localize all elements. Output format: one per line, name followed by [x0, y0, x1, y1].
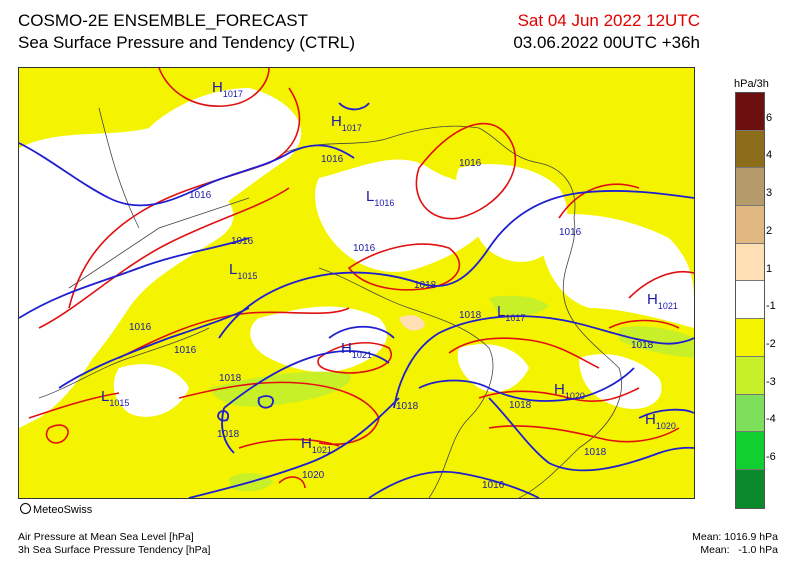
forecast-time: Sat 04 Jun 2022 12UTC 03.06.2022 00UTC +… — [513, 10, 700, 54]
legend-swatch — [736, 432, 764, 470]
legend-swatch — [736, 168, 764, 207]
legend-bar — [735, 92, 765, 509]
isobar-label: 1018 — [459, 310, 482, 321]
tendency-field-white — [250, 306, 388, 373]
pressure-center: H1021 — [301, 435, 332, 455]
pressure-centers: H1017 H1017 L1016 L1015 H1021 L1017 H102… — [101, 79, 678, 455]
isobar-label: 1016 — [231, 236, 254, 247]
legend-swatch — [736, 243, 764, 282]
isobar-label: 1018 — [509, 400, 532, 411]
isobar-label: 1016 — [482, 480, 505, 491]
isobar-labels: 1016 1016 1016 1016 1016 1016 1016 1016 … — [129, 154, 654, 491]
isobar-label: 1018 — [219, 373, 242, 384]
isobar-label: 1018 — [631, 340, 654, 351]
title-line-model: COSMO-2E ENSEMBLE_FORECAST — [18, 11, 309, 30]
isobar-label: 1016 — [174, 345, 197, 356]
weather-map: 1016 1016 1016 1016 1016 1016 1016 1016 … — [18, 67, 695, 499]
legend-swatch — [736, 469, 764, 508]
legend-tick-label: 6 — [766, 111, 773, 124]
country-borders — [38, 107, 622, 498]
legend-swatch — [736, 130, 764, 169]
chart-title: COSMO-2E ENSEMBLE_FORECAST Sea Surface P… — [18, 10, 355, 54]
map-canvas: 1016 1016 1016 1016 1016 1016 1016 1016 … — [19, 68, 694, 498]
legend-tick-label: -6 — [766, 451, 776, 463]
legend-tick-label: -1 — [766, 300, 776, 313]
isobar-label: 1018 — [414, 280, 437, 291]
credit-text: MeteoSwiss — [33, 504, 93, 516]
field-stats: Mean: 1016.9 hPa Mean: -1.0 hPa — [692, 531, 778, 557]
run-time: 03.06.2022 00UTC +36h — [513, 33, 700, 52]
pressure-center: H1020 — [554, 381, 585, 401]
legend-tick-label: 4 — [766, 149, 773, 162]
field-description: Air Pressure at Mean Sea Level [hPa] 3h … — [18, 531, 210, 557]
tendency-field-white — [63, 173, 234, 378]
isobar-label: 1016 — [189, 190, 212, 201]
pressure-center: H1017 — [331, 113, 362, 133]
pressure-center: L1016 — [366, 188, 394, 208]
pressure-center: L1017 — [497, 303, 525, 323]
legend-swatch — [736, 281, 764, 320]
title-line-field: Sea Surface Pressure and Tendency (CTRL) — [18, 33, 356, 52]
pressure-center: H1017 — [212, 79, 243, 99]
color-legend: hPa/3h 6 4 3 2 1 -1 -2 -3 -4 -6 — [732, 78, 794, 518]
pressure-center: L1015 — [229, 261, 257, 281]
credit: MeteoSwiss — [20, 503, 92, 516]
tendency-field-white — [539, 214, 694, 328]
legend-tick-label: 2 — [766, 224, 773, 237]
valid-time: Sat 04 Jun 2022 12UTC — [517, 11, 700, 30]
tendency-field-green — [489, 295, 549, 316]
isobar-label: 1016 — [459, 158, 482, 169]
tendency-contours — [28, 68, 694, 489]
legend-tick-label: 3 — [766, 187, 773, 200]
isobar-label: 1018 — [396, 401, 419, 412]
legend-swatch — [736, 319, 764, 357]
isobar-label: 1016 — [559, 227, 582, 238]
legend-swatch — [736, 356, 764, 395]
legend-swatch — [736, 93, 764, 131]
isobar-label: 1016 — [353, 243, 376, 254]
isobar-label: 1018 — [584, 447, 607, 458]
pressure-center: H1021 — [341, 340, 372, 360]
desc-pressure: Air Pressure at Mean Sea Level [hPa] — [18, 531, 194, 543]
isobars — [19, 102, 694, 498]
legend-tick-label: -4 — [766, 413, 776, 426]
pressure-center: H1020 — [645, 411, 676, 431]
tendency-field-peach — [399, 315, 425, 331]
tendency-field-white — [456, 164, 568, 262]
legend-unit: hPa/3h — [734, 78, 769, 90]
isobar-label: 1016 — [129, 322, 152, 333]
isobar-label: 1018 — [217, 429, 240, 440]
mean-tendency: Mean: -1.0 hPa — [700, 544, 778, 556]
pressure-center: H1021 — [647, 291, 678, 311]
legend-swatch — [736, 394, 764, 433]
legend-swatch — [736, 206, 764, 244]
tendency-field-white — [315, 159, 499, 272]
tendency-field-white — [579, 354, 662, 409]
pressure-center: L1015 — [101, 388, 129, 408]
isobar-label: 1016 — [321, 154, 344, 165]
isobar-label: 1020 — [302, 470, 325, 481]
legend-tick-label: -3 — [766, 375, 776, 388]
mean-pressure: Mean: 1016.9 hPa — [692, 531, 778, 543]
tendency-field-green — [209, 371, 351, 407]
copyright-icon — [20, 503, 31, 514]
legend-tick-label: 1 — [766, 262, 773, 275]
tendency-field-white — [113, 364, 189, 417]
legend-tick-label: -2 — [766, 337, 776, 350]
desc-tendency: 3h Sea Surface Pressure Tendency [hPa] — [18, 544, 211, 556]
